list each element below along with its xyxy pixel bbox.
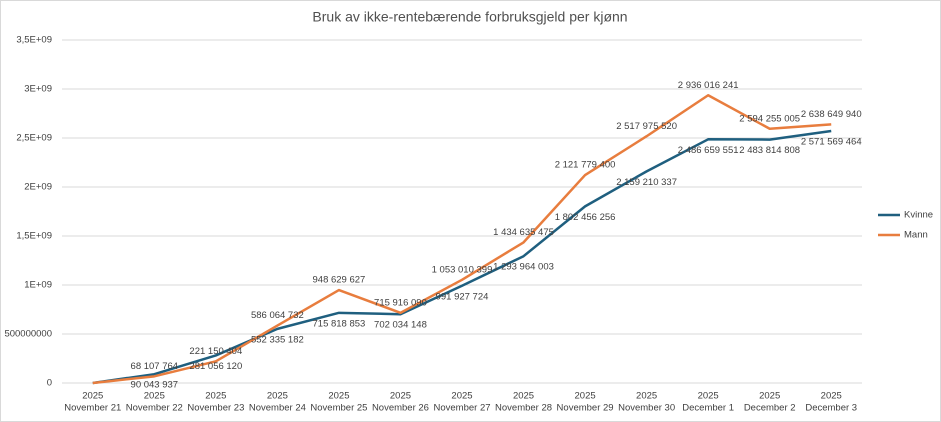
x-tick-label: 2025 — [267, 391, 288, 402]
data-label: 586 064 732 — [251, 310, 304, 321]
data-label: 1 434 635 475 — [493, 227, 554, 238]
data-label: 2 571 569 464 — [801, 137, 862, 148]
x-tick-label: November 27 — [433, 403, 490, 414]
data-label: 68 107 764 — [131, 361, 179, 372]
data-label: 281 056 120 — [189, 361, 242, 372]
legend-label: Kvinne — [904, 210, 933, 221]
data-label: 1 293 964 003 — [493, 262, 554, 273]
x-tick-label: 2025 — [575, 391, 596, 402]
x-tick-label: November 21 — [64, 403, 121, 414]
data-label: 2 159 210 337 — [616, 177, 677, 188]
data-label: 948 629 627 — [313, 275, 366, 286]
x-tick-label: 2025 — [698, 391, 719, 402]
x-tick-label: 2025 — [390, 391, 411, 402]
x-tick-label: 2025 — [205, 391, 226, 402]
x-tick-label: December 2 — [744, 403, 796, 414]
x-tick-label: November 26 — [372, 403, 429, 414]
x-tick-label: December 1 — [682, 403, 734, 414]
y-tick-label: 1,5E+09 — [16, 231, 52, 242]
x-tick-label: November 30 — [618, 403, 675, 414]
data-label: 2 486 659 551 — [678, 145, 739, 156]
x-tick-label: November 29 — [557, 403, 614, 414]
data-label: 2 483 814 808 — [739, 145, 800, 156]
x-tick-label: November 23 — [187, 403, 244, 414]
x-tick-label: November 25 — [310, 403, 367, 414]
data-label: 2 638 649 940 — [801, 109, 862, 120]
x-tick-label: 2025 — [144, 391, 165, 402]
x-tick-label: November 22 — [126, 403, 183, 414]
data-label: 90 043 937 — [131, 380, 179, 391]
legend-label: Mann — [904, 230, 928, 241]
x-tick-label: November 24 — [249, 403, 306, 414]
data-label: 221 150 404 — [189, 346, 242, 357]
y-tick-label: 2E+09 — [24, 182, 52, 193]
data-label: 552 335 182 — [251, 334, 304, 345]
y-tick-label: 1E+09 — [24, 280, 52, 291]
x-tick-label: 2025 — [821, 391, 842, 402]
data-label: 2 121 779 400 — [555, 160, 616, 171]
data-label: 2 594 255 005 — [739, 113, 800, 124]
x-tick-label: December 3 — [805, 403, 857, 414]
data-label: 715 916 090 — [374, 297, 427, 308]
data-label: 715 818 853 — [313, 318, 366, 329]
y-tick-label: 3,5E+09 — [16, 35, 52, 46]
x-tick-label: 2025 — [451, 391, 472, 402]
data-label: 702 034 148 — [374, 320, 427, 331]
y-tick-label: 0 — [47, 378, 52, 389]
data-label: 1 802 456 256 — [555, 212, 616, 223]
series-line — [92, 94, 832, 385]
x-tick-label: 2025 — [636, 391, 657, 402]
y-tick-label: 2,5E+09 — [16, 133, 52, 144]
x-tick-label: 2025 — [759, 391, 780, 402]
y-tick-label: 500000000 — [4, 329, 52, 340]
data-label: 2 936 016 241 — [678, 80, 739, 91]
x-tick-label: 2025 — [328, 391, 349, 402]
x-tick-label: 2025 — [82, 391, 103, 402]
data-label: 1 053 010 399 — [432, 264, 493, 275]
data-label: 991 927 724 — [436, 291, 489, 302]
y-tick-label: 3E+09 — [24, 84, 52, 95]
series-line — [92, 129, 832, 385]
x-tick-label: 2025 — [513, 391, 534, 402]
x-tick-label: November 28 — [495, 403, 552, 414]
chart-title: Bruk av ikke-rentebærende forbruksgjeld … — [312, 9, 627, 25]
data-label: 2 517 975 520 — [616, 121, 677, 132]
